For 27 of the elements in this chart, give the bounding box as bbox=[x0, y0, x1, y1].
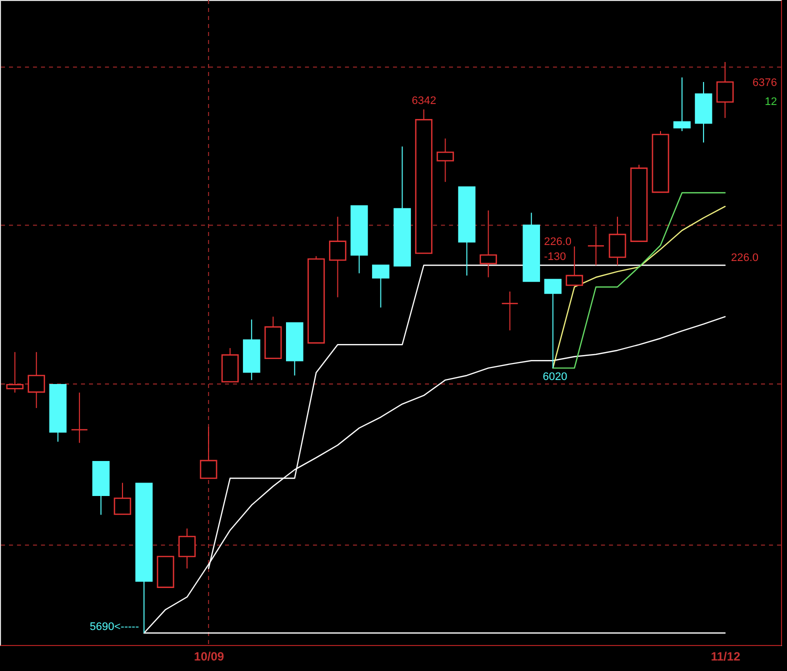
annotation: -130 bbox=[544, 251, 566, 263]
candlestick bbox=[716, 62, 734, 118]
candlestick bbox=[28, 352, 46, 409]
candlestick bbox=[544, 278, 562, 369]
candlestick bbox=[566, 246, 584, 286]
annotation: 226.0 bbox=[731, 252, 759, 264]
candlestick bbox=[6, 352, 24, 394]
annotation: 6342 bbox=[412, 95, 436, 107]
candlestick bbox=[329, 216, 346, 298]
x-tick-label: 11/12 bbox=[710, 650, 741, 664]
text: 12 bbox=[764, 96, 777, 108]
annotation: 6020 bbox=[542, 371, 568, 383]
annotation: 5690<----- bbox=[90, 621, 140, 633]
candlestick bbox=[608, 216, 626, 266]
candlestick bbox=[70, 392, 88, 444]
candlestick bbox=[480, 210, 497, 278]
x-tick-label: 10/09 bbox=[194, 650, 224, 664]
candlestick bbox=[114, 482, 132, 515]
candlestick bbox=[587, 226, 605, 266]
candlestick bbox=[501, 291, 518, 331]
candlestick bbox=[673, 76, 691, 132]
candlestick bbox=[436, 138, 454, 182]
annotation: 226.0 bbox=[544, 236, 572, 248]
candlestick bbox=[372, 264, 390, 308]
candlestick bbox=[200, 426, 218, 479]
candlestick bbox=[178, 528, 196, 569]
text: 6376 bbox=[752, 77, 777, 89]
